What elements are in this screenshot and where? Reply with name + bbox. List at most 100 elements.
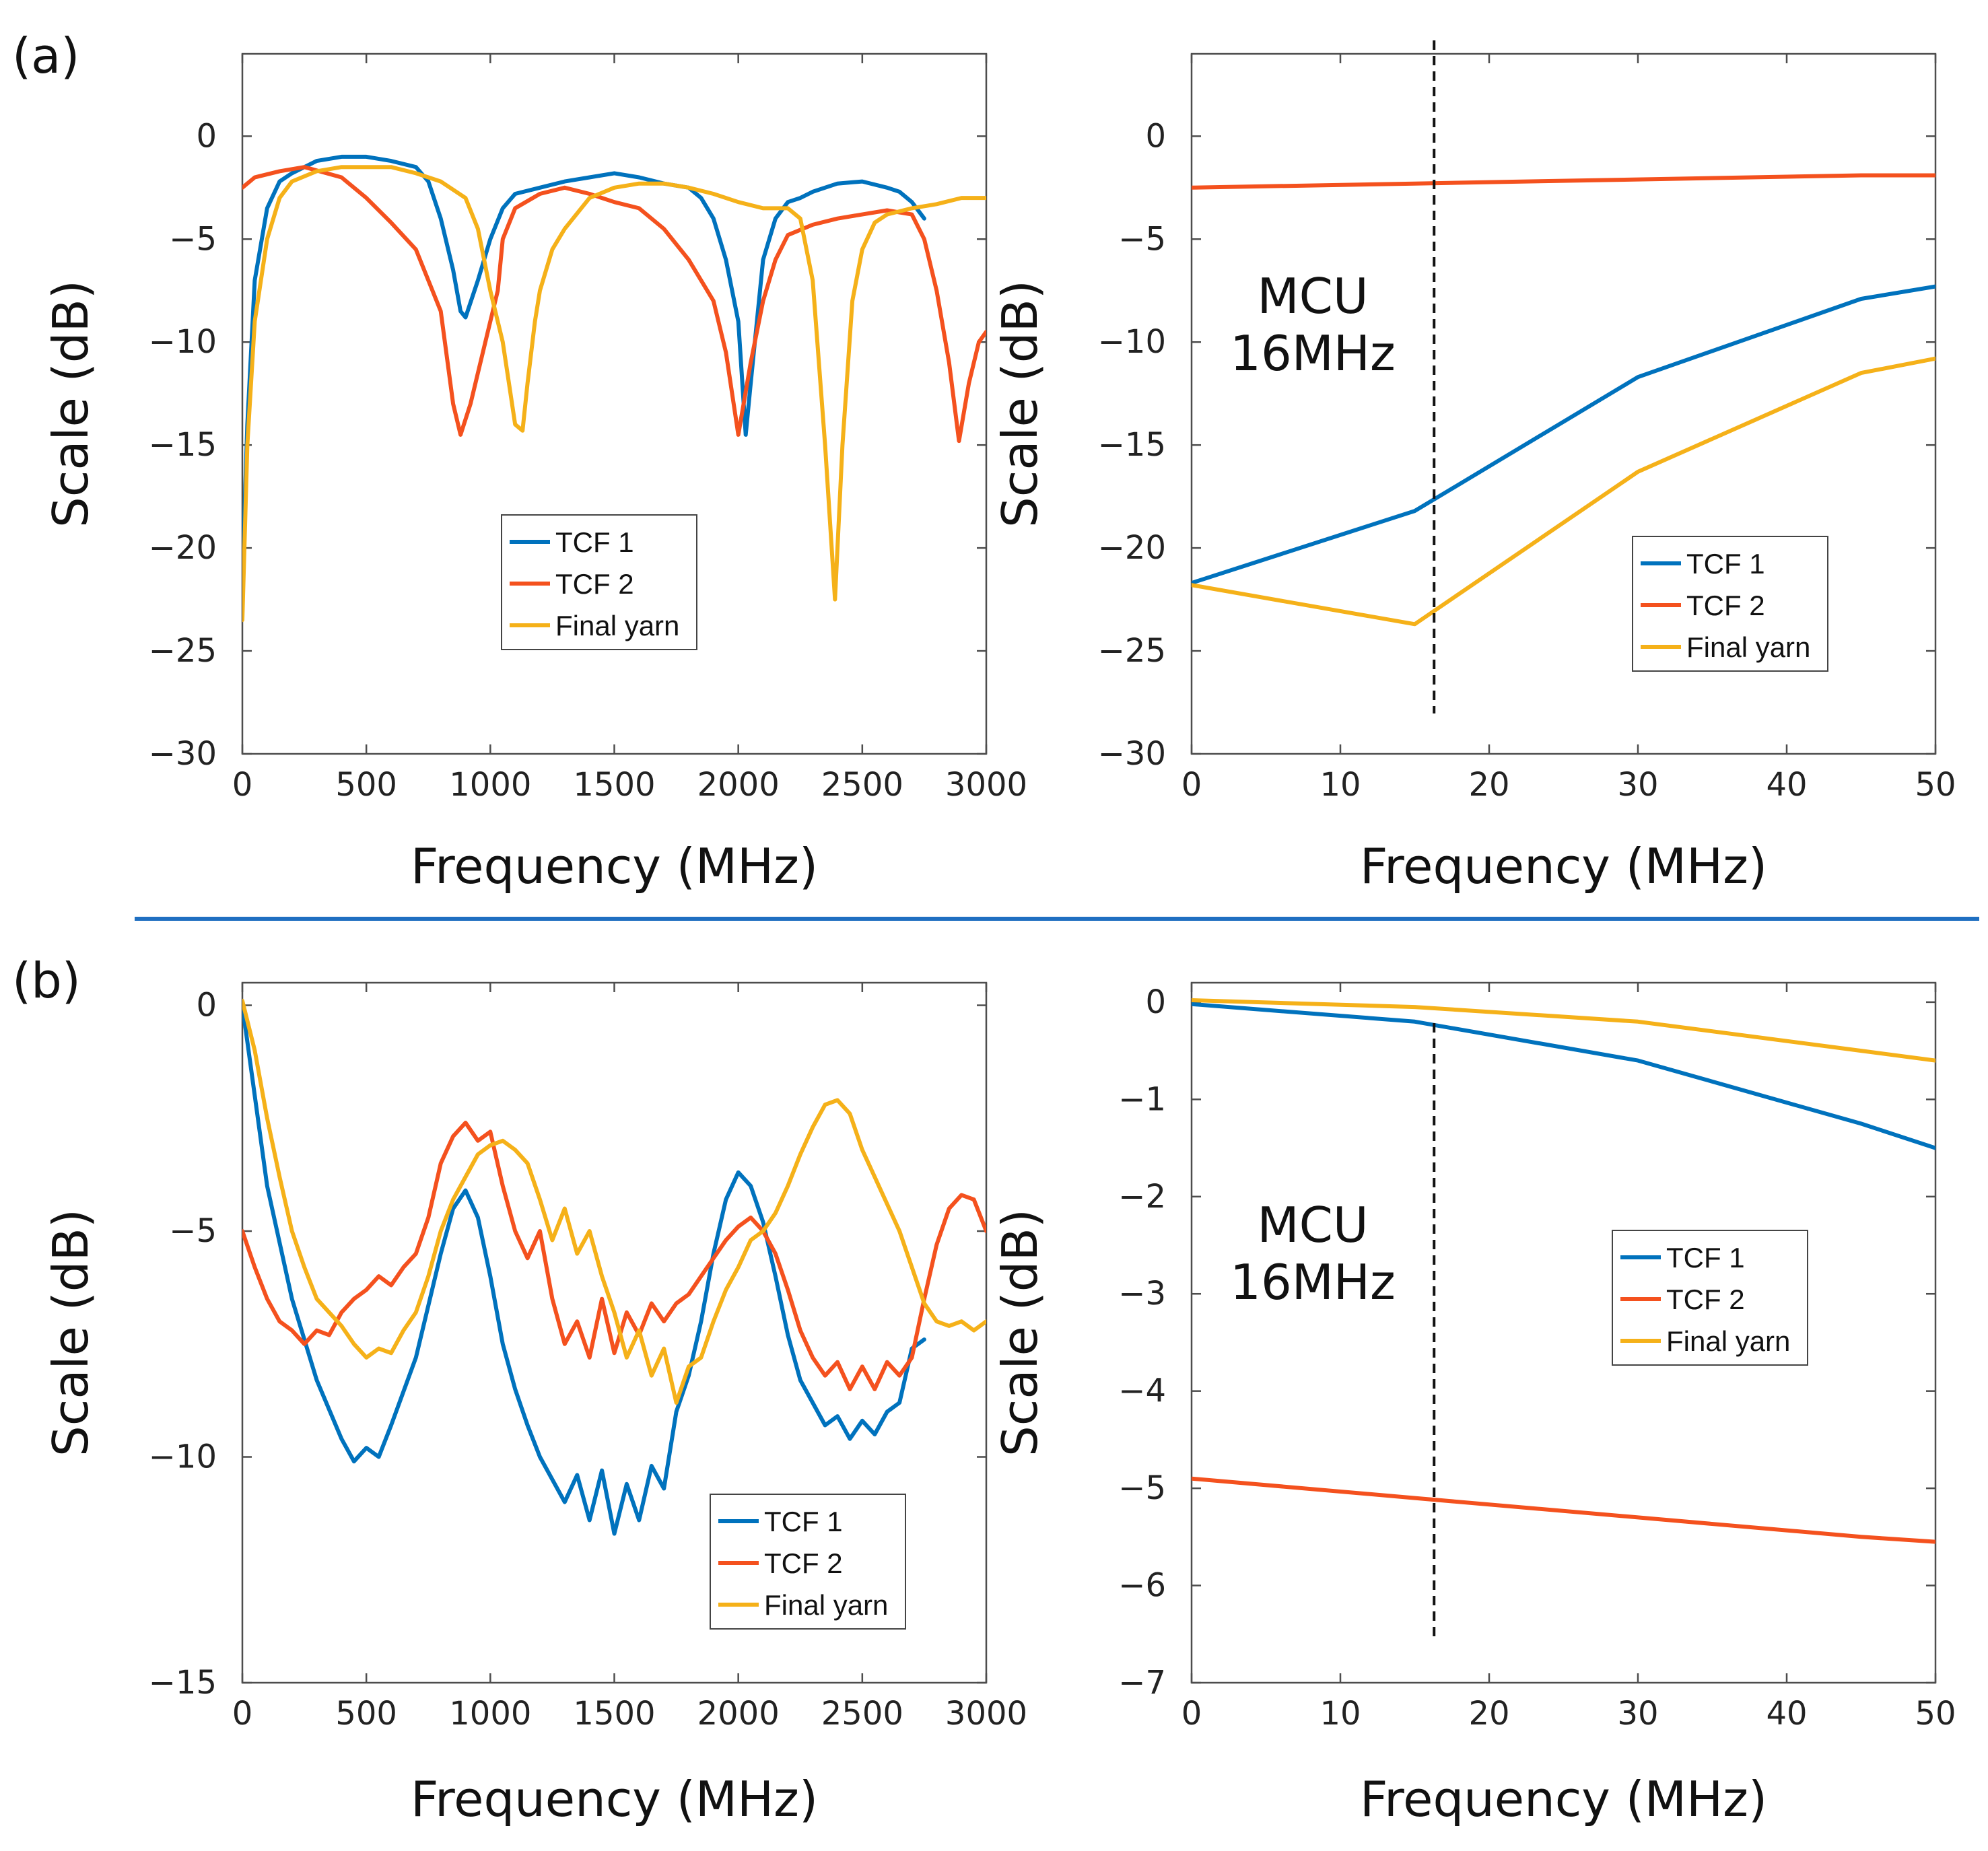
series-line-tcf-2 — [1192, 1476, 1935, 1544]
chart-a-right: 0 10 20 30 40 50 0 −5 −10 −15 −20 −25 −30 Frequency (… — [992, 40, 1956, 895]
mcu-label: MCU — [1257, 1197, 1368, 1253]
x-tick-label: 2500 — [821, 766, 903, 804]
x-tick-label: 0 — [1181, 1695, 1202, 1733]
y-tick-label: −7 — [1118, 1664, 1166, 1702]
series-line-final-yarn — [1192, 356, 1935, 627]
legend: TCF 1 TCF 2 Final yarn — [1632, 536, 1828, 672]
x-axis-label: Frequency (MHz) — [1360, 1771, 1767, 1827]
x-tick-label: 2000 — [697, 1695, 780, 1733]
y-tick-label: −25 — [1098, 632, 1166, 670]
x-tick-label: 1000 — [449, 766, 531, 804]
x-tick-label: 10 — [1319, 766, 1361, 804]
y-tick-label: −30 — [149, 735, 217, 773]
y-tick-label: −2 — [1118, 1178, 1166, 1216]
series-line-tcf-2 — [242, 1121, 986, 1391]
x-tick-label: 20 — [1468, 1695, 1509, 1733]
legend: TCF 1 TCF 2 Final yarn — [710, 1494, 906, 1630]
series-line-tcf-2 — [1192, 173, 1935, 190]
x-axis-label: Frequency (MHz) — [411, 838, 818, 895]
series-line-tcf-1 — [1192, 284, 1935, 586]
x-tick-label: 500 — [335, 766, 397, 804]
x-tick-label: 1500 — [573, 766, 655, 804]
y-tick-label: −3 — [1118, 1275, 1166, 1313]
series-line-final-yarn — [242, 998, 986, 1405]
plot-area — [1190, 981, 1937, 1684]
panel-label-a: (a) — [12, 28, 79, 84]
x-tick-label: 20 — [1468, 766, 1509, 804]
legend-entry: TCF 1 — [1686, 548, 1765, 580]
x-tick-label: 2500 — [821, 1695, 903, 1733]
mcu-frequency-label: 16MHz — [1230, 1254, 1396, 1311]
y-axis-label: Scale (dB) — [42, 280, 99, 528]
y-tick-label: 0 — [196, 117, 217, 155]
mcu-label: MCU — [1257, 268, 1368, 324]
charts-layer: 0 500 1000 1500 2000 2500 30000−5−10−15−20−25−… — [42, 40, 1956, 1827]
y-tick-label: −10 — [149, 1438, 217, 1476]
x-axis-label: Frequency (MHz) — [411, 1771, 818, 1827]
y-tick-label: −5 — [1118, 220, 1166, 258]
series-line-final-yarn — [242, 165, 986, 623]
chart-b-left: 0 500 1000 1500 2000 2500 3000 0 −5 −10 −15 Frequen… — [42, 981, 1027, 1827]
legend-entry: Final yarn — [555, 610, 679, 641]
chart-a-left: 0 500 1000 1500 2000 2500 3000 0 −5 −10 −15 −20 −25 −… — [42, 53, 1027, 895]
legend-entry: TCF 1 — [764, 1506, 843, 1537]
series-line-tcf-1 — [242, 154, 926, 581]
legend-entry: TCF 2 — [1686, 590, 1765, 621]
y-tick-label: −30 — [1098, 735, 1166, 773]
legend-entry: TCF 2 — [555, 568, 634, 600]
y-tick-label: −25 — [149, 632, 217, 670]
series-line-tcf-2 — [242, 165, 986, 444]
x-tick-label: 30 — [1617, 1695, 1658, 1733]
y-tick-label: −4 — [1118, 1372, 1166, 1410]
legend-entry: TCF 2 — [1666, 1284, 1745, 1315]
x-tick-label: 10 — [1319, 1695, 1361, 1733]
x-tick-label: 50 — [1915, 766, 1956, 804]
y-tick-label: −15 — [149, 426, 217, 464]
y-tick-label: −20 — [1098, 529, 1166, 567]
legend-entry: TCF 2 — [764, 1547, 843, 1579]
series-line-tcf-1 — [1192, 1002, 1935, 1150]
legend-entry: TCF 1 — [1666, 1242, 1745, 1273]
y-tick-label: −5 — [169, 220, 217, 258]
y-tick-label: −10 — [1098, 323, 1166, 361]
x-tick-label: 1500 — [573, 1695, 655, 1733]
legend-entry: Final yarn — [1666, 1325, 1790, 1357]
legend-entry: Final yarn — [1686, 631, 1810, 663]
x-tick-label: 40 — [1766, 1695, 1807, 1733]
y-tick-label: −6 — [1118, 1567, 1166, 1605]
mcu-frequency-label: 16MHz — [1230, 325, 1396, 382]
y-tick-label: 0 — [196, 987, 217, 1024]
x-tick-label: 0 — [232, 766, 253, 804]
legend-entry: Final yarn — [764, 1589, 888, 1621]
series-line-tcf-1 — [242, 1003, 926, 1536]
x-tick-label: 3000 — [945, 1695, 1027, 1733]
y-tick-label: −20 — [149, 529, 217, 567]
y-tick-label: −5 — [1118, 1469, 1166, 1507]
x-tick-label: 40 — [1766, 766, 1807, 804]
x-tick-label: 30 — [1617, 766, 1658, 804]
x-tick-label: 500 — [335, 1695, 397, 1733]
legend-entry: TCF 1 — [555, 526, 634, 558]
chart-b-right: 0 10 20 30 40 50 0 −1 −2 −3 −4 −5 −6 −7 Frequency (MHz… — [992, 981, 1956, 1827]
x-tick-label: 50 — [1915, 1695, 1956, 1733]
y-axis-label: Scale (dB) — [992, 1209, 1048, 1457]
y-tick-label: −1 — [1118, 1080, 1166, 1118]
y-tick-label: −15 — [1098, 426, 1166, 464]
y-tick-label: −5 — [169, 1212, 217, 1250]
panel-label-b: (b) — [12, 952, 81, 1009]
x-tick-label: 0 — [232, 1695, 253, 1733]
y-tick-label: 0 — [1145, 117, 1166, 155]
x-tick-label: 0 — [1181, 766, 1202, 804]
x-tick-label: 2000 — [697, 766, 780, 804]
y-tick-label: −15 — [149, 1664, 217, 1702]
y-axis-label: Scale (dB) — [992, 280, 1048, 528]
y-tick-label: −10 — [149, 323, 217, 361]
x-axis-label: Frequency (MHz) — [1360, 838, 1767, 895]
legend: TCF 1 TCF 2 Final yarn — [501, 514, 697, 650]
y-tick-label: 0 — [1145, 983, 1166, 1021]
y-axis-label: Scale (dB) — [42, 1209, 99, 1457]
series-line-final-yarn — [1192, 998, 1935, 1063]
legend: TCF 1 TCF 2 Final yarn — [1612, 1230, 1808, 1366]
x-tick-label: 1000 — [449, 1695, 531, 1733]
